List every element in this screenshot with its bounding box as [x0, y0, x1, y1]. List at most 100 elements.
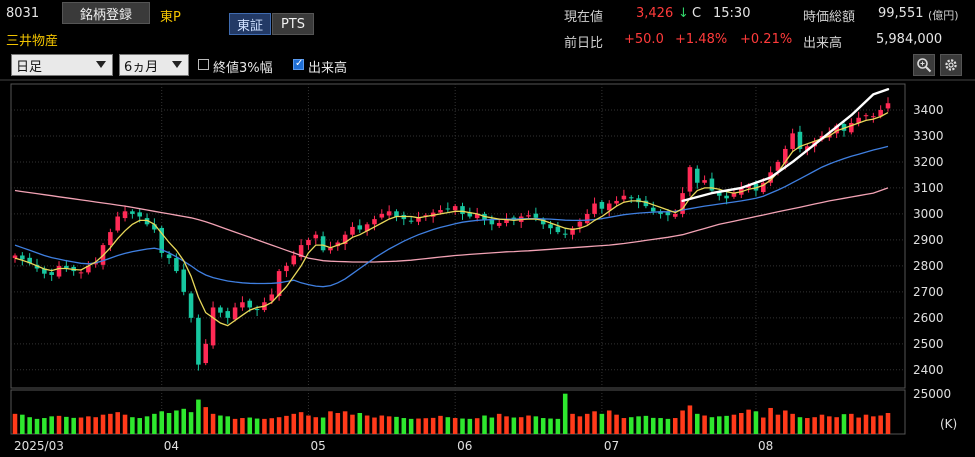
candle [783, 145, 788, 170]
volume-bar [174, 410, 179, 434]
volume-bar [672, 418, 678, 434]
period-select[interactable]: 6ヵ月 [119, 54, 189, 76]
y-tick-label: 2400 [913, 363, 944, 377]
price-flag: C [692, 6, 702, 21]
candle [871, 112, 876, 123]
candle [115, 211, 120, 233]
tab-pts[interactable]: PTS [272, 13, 314, 35]
candle-body [540, 219, 546, 225]
candle [570, 226, 575, 240]
candle-body [27, 257, 32, 264]
candle [702, 175, 707, 185]
range-checkbox[interactable] [198, 59, 209, 70]
candle-body [372, 219, 377, 225]
volume-bar [438, 415, 443, 434]
candle-body [680, 193, 685, 214]
ma-mid-line [14, 145, 889, 288]
candle-body [709, 178, 715, 191]
volume-bar [210, 413, 216, 434]
volume-bars [12, 393, 891, 434]
price-plot-frame [10, 83, 906, 389]
candle [724, 192, 729, 205]
x-tick-label: 2025/03 [14, 439, 64, 453]
candle-body [474, 213, 480, 219]
volume-bar [790, 413, 795, 434]
volume-bar [452, 418, 458, 434]
ma-short-line [14, 112, 889, 327]
volume-bar [606, 410, 612, 434]
candle-body [357, 225, 363, 230]
candle [658, 209, 663, 219]
volume-bar [474, 418, 480, 434]
candle-body [232, 307, 238, 320]
register-button[interactable]: 銘柄登録 [62, 2, 150, 24]
volume-bar [394, 416, 399, 434]
volume-bar [797, 417, 803, 434]
market-cap-unit: (億円) [928, 9, 959, 22]
candle [122, 205, 128, 222]
y-tick-label: 3100 [913, 181, 944, 195]
volume-bar [357, 413, 363, 434]
candle [298, 239, 304, 261]
candle [584, 209, 590, 226]
candle-body [218, 307, 223, 313]
candle-body [350, 226, 355, 235]
candle-body [731, 193, 737, 197]
candle [379, 209, 385, 220]
candle-body [64, 265, 69, 269]
interval-select[interactable]: 日足 [11, 54, 113, 76]
volume-bar [298, 412, 304, 434]
volume-bar [584, 413, 590, 434]
volume-bar [56, 415, 62, 434]
candle-body [56, 265, 62, 277]
candle [562, 227, 568, 239]
volume-bar [548, 418, 553, 434]
volume-bar [783, 410, 788, 434]
x-tick-label: 05 [310, 439, 325, 453]
volume-bar [188, 412, 194, 434]
candle [284, 262, 289, 278]
settings-button[interactable] [940, 54, 962, 76]
y-tick-label: 2600 [913, 311, 944, 325]
candle [386, 205, 392, 219]
volume-bar [240, 418, 245, 434]
annotation-layer [681, 88, 890, 203]
candle [357, 219, 363, 233]
candle-body [144, 218, 150, 225]
volume-bar [71, 417, 76, 434]
volume-bar [709, 417, 715, 434]
candle-body [526, 215, 531, 217]
candle-body [20, 255, 25, 260]
volume-bar [665, 418, 671, 434]
change-value: +50.0 [624, 32, 664, 47]
candle-body [834, 125, 839, 134]
volume-bar [166, 413, 172, 434]
candle-body [599, 201, 605, 209]
candle-body [78, 272, 84, 274]
candle-body [570, 228, 575, 235]
y-tick-label: 2900 [913, 233, 944, 247]
volume-bar [628, 417, 634, 434]
volume-bar [100, 414, 106, 434]
candle-body [152, 224, 157, 230]
change-label: 前日比 [564, 36, 604, 51]
candle-body [130, 211, 135, 214]
y-tick-label: 3400 [913, 103, 944, 117]
volume-bar [93, 417, 98, 434]
volume-bar [430, 417, 436, 434]
volume-bar [20, 414, 25, 434]
candle-body [284, 265, 289, 272]
y-tick-label: 3200 [913, 155, 944, 169]
candle [64, 259, 69, 272]
volume-bar [746, 409, 751, 434]
candle-body [878, 109, 883, 117]
tab-tse[interactable]: 東証 [229, 13, 271, 35]
candle-body [805, 146, 810, 151]
candle [555, 221, 561, 235]
zoom-button[interactable] [913, 54, 935, 76]
candle [320, 231, 326, 253]
candle-body [775, 161, 781, 171]
volume-checkbox[interactable] [293, 58, 304, 70]
price-label: 現在値 [564, 10, 604, 25]
